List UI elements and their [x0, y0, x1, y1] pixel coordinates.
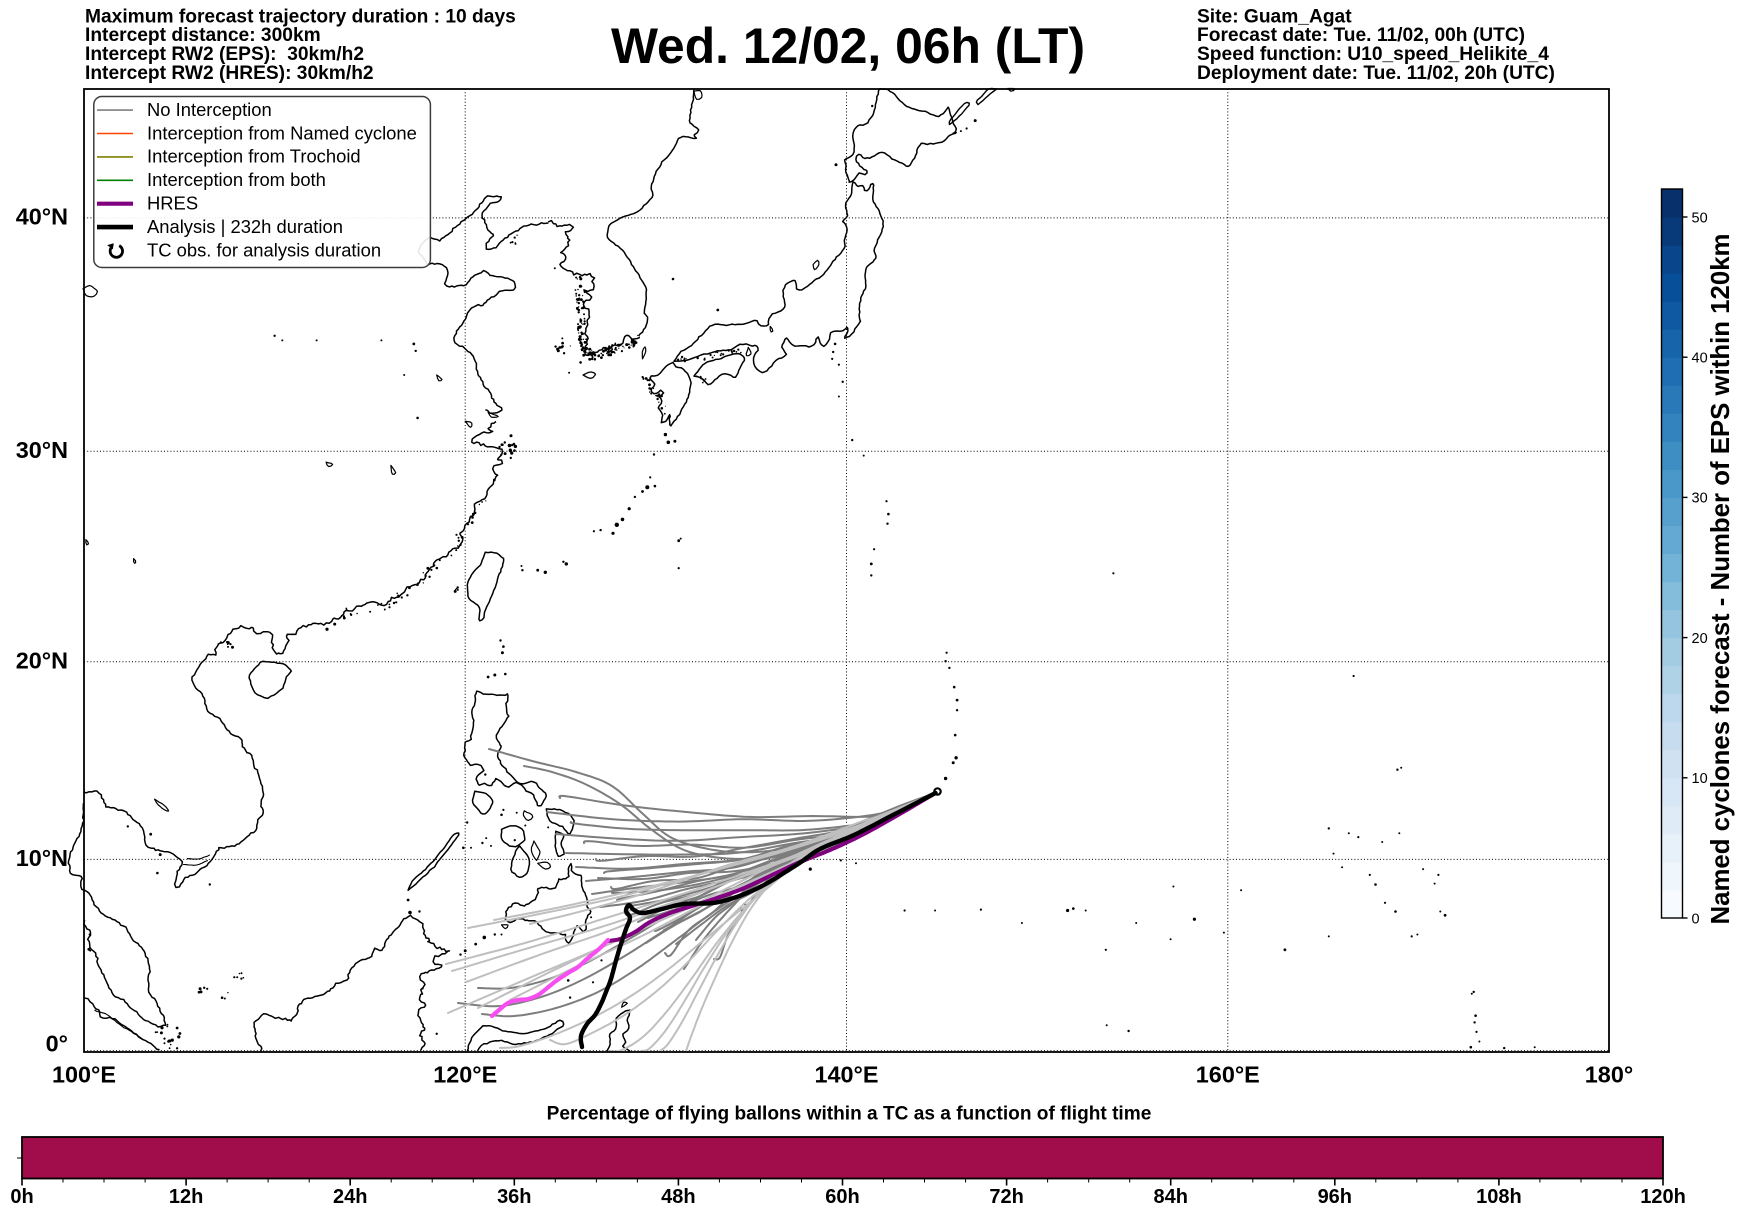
svg-text:10°N: 10°N: [16, 845, 68, 871]
svg-text:120h: 120h: [1640, 1186, 1686, 1208]
svg-text:20°N: 20°N: [16, 648, 68, 674]
svg-text:60h: 60h: [825, 1186, 859, 1208]
svg-text:0°: 0°: [46, 1031, 68, 1057]
svg-text:50: 50: [1692, 210, 1708, 226]
svg-text:Interception from both: Interception from both: [147, 169, 326, 190]
svg-text:96h: 96h: [1318, 1186, 1352, 1208]
svg-text:40: 40: [1692, 351, 1708, 367]
svg-text:Percentage of flying ballons w: Percentage of flying ballons within a TC…: [547, 1103, 1152, 1124]
svg-text:30: 30: [1692, 491, 1708, 507]
svg-text:Wed. 12/02, 06h (LT): Wed. 12/02, 06h (LT): [611, 18, 1085, 74]
svg-text:TC obs. for analysis duration: TC obs. for analysis duration: [147, 239, 381, 260]
svg-text:0: 0: [1692, 911, 1700, 927]
svg-text:Deployment date: Tue. 11/02, 2: Deployment date: Tue. 11/02, 20h (UTC): [1197, 63, 1555, 84]
svg-text:HRES: HRES: [147, 193, 198, 214]
svg-text:120°E: 120°E: [433, 1062, 497, 1088]
svg-text:Intercept distance: 300km: Intercept distance: 300km: [85, 25, 321, 46]
svg-text:160°E: 160°E: [1196, 1062, 1260, 1088]
svg-text:0h: 0h: [10, 1186, 33, 1208]
svg-text:40°N: 40°N: [16, 204, 68, 230]
svg-text:140°E: 140°E: [815, 1062, 879, 1088]
svg-text:20: 20: [1692, 631, 1708, 647]
svg-text:36h: 36h: [497, 1186, 531, 1208]
svg-text:Maximum forecast trajectory du: Maximum forecast trajectory duration : 1…: [85, 6, 516, 27]
svg-text:Named cyclones forecast - Numb: Named cyclones forecast - Number of EPS …: [1707, 234, 1735, 925]
svg-text:12h: 12h: [169, 1186, 203, 1208]
svg-text:Forecast date: Tue. 11/02, 00h: Forecast date: Tue. 11/02, 00h (UTC): [1197, 25, 1525, 46]
svg-text:No Interception: No Interception: [147, 99, 272, 120]
svg-text:24h: 24h: [333, 1186, 367, 1208]
svg-text:Analysis | 232h duration: Analysis | 232h duration: [147, 216, 343, 237]
svg-text:108h: 108h: [1476, 1186, 1522, 1208]
svg-text:Intercept RW2 (HRES): 30km/h2: Intercept RW2 (HRES): 30km/h2: [85, 63, 374, 84]
svg-text:Interception from Trochoid: Interception from Trochoid: [147, 146, 361, 167]
svg-text:72h: 72h: [989, 1186, 1023, 1208]
svg-text:30°N: 30°N: [16, 437, 68, 463]
svg-text:10: 10: [1692, 771, 1708, 787]
svg-text:180°: 180°: [1585, 1062, 1633, 1088]
svg-text:Site: Guam_Agat: Site: Guam_Agat: [1197, 6, 1352, 27]
svg-text:Speed function: U10_speed_Heli: Speed function: U10_speed_Helikite_4: [1197, 44, 1549, 65]
svg-text:Intercept RW2 (EPS): 30km/h2: Intercept RW2 (EPS): 30km/h2: [85, 44, 364, 65]
svg-text:Interception from Named cyclon: Interception from Named cyclone: [147, 122, 417, 143]
svg-text:100°E: 100°E: [52, 1062, 116, 1088]
svg-text:84h: 84h: [1153, 1186, 1187, 1208]
svg-text:48h: 48h: [661, 1186, 695, 1208]
